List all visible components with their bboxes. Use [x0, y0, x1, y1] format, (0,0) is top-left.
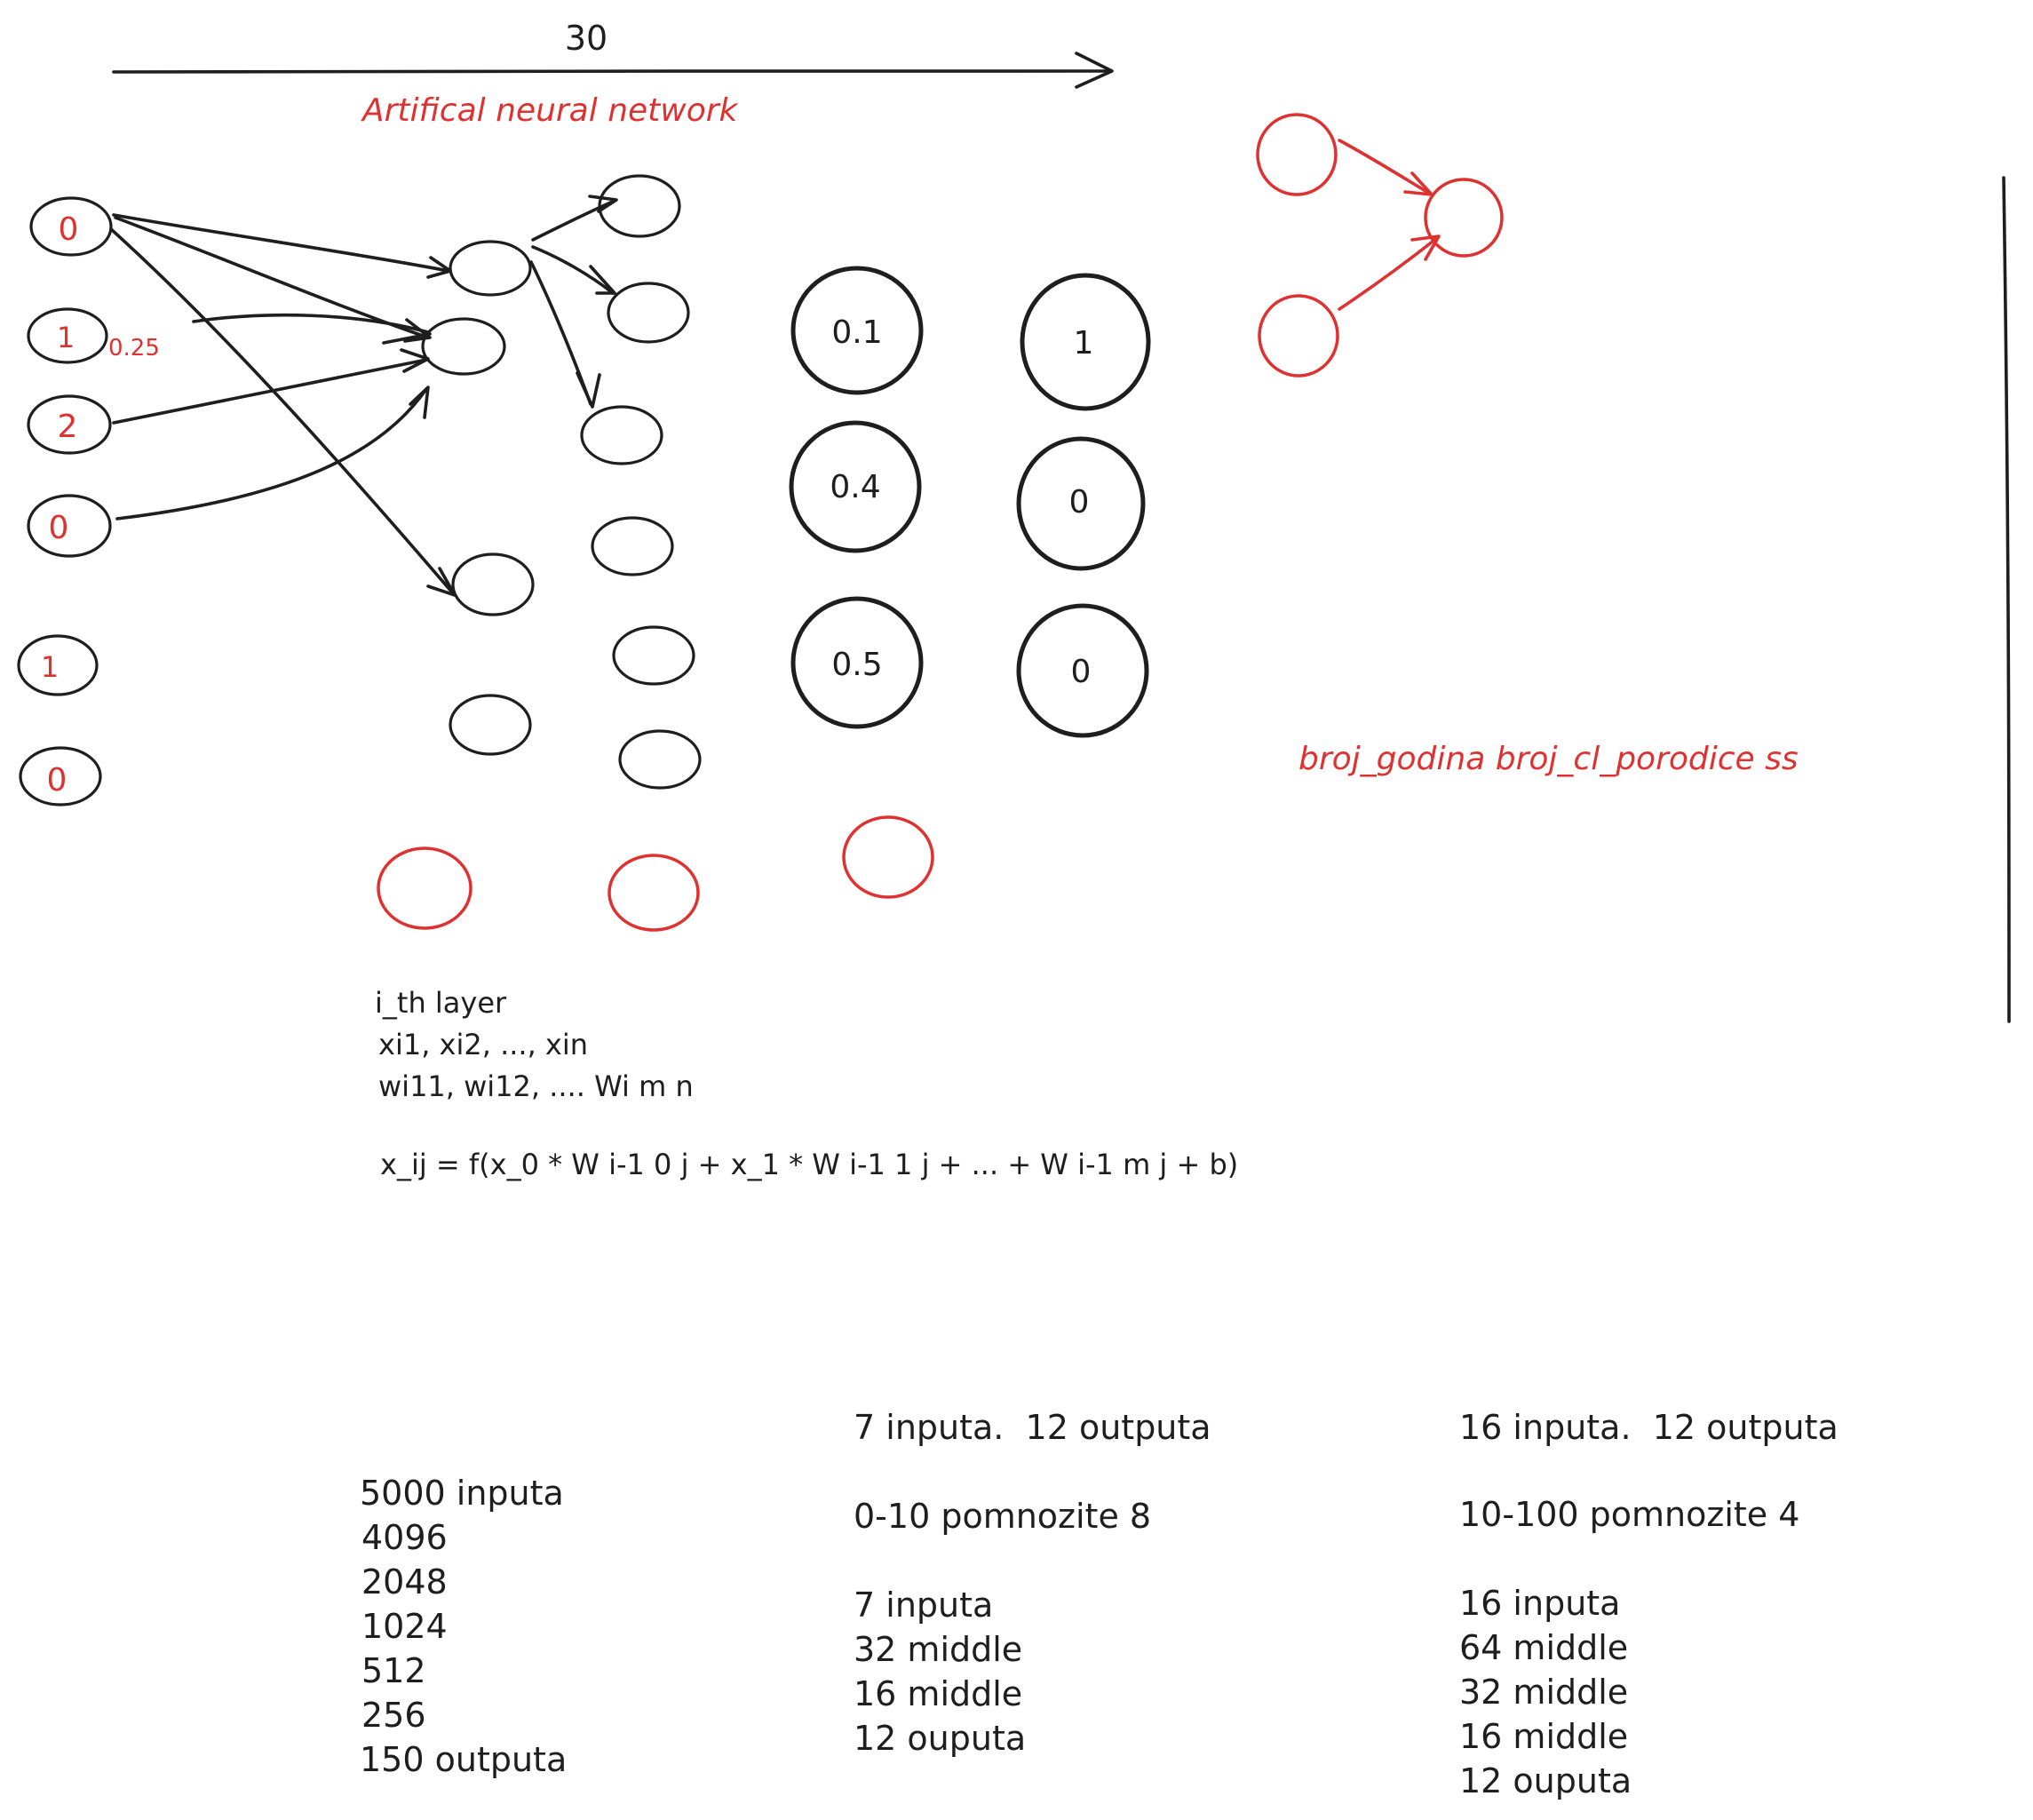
- svg-text:0: 0: [1069, 484, 1090, 521]
- config-c-layer: 16 middle: [1459, 1717, 1628, 1756]
- one-hot-layer: 1 0 0: [1016, 273, 1151, 738]
- red-bias-nodes: [377, 815, 934, 932]
- config-a-line: 256: [361, 1696, 426, 1735]
- config-c-layer: 16 inputa: [1459, 1584, 1620, 1623]
- svg-text:0: 0: [1071, 654, 1092, 690]
- hidden-layer-2: [580, 174, 702, 790]
- svg-text:0: 0: [47, 762, 68, 799]
- red-node: [1424, 178, 1504, 258]
- config-c: 16 inputa. 12 outputa 10-100 pomnozite 4…: [1459, 1408, 1838, 1800]
- features-label: broj_godina broj_cl_porodice ss: [1298, 741, 1799, 777]
- probability-layer: 0.1 0.4 0.5: [789, 266, 924, 729]
- config-b-layer: 7 inputa: [854, 1586, 993, 1625]
- probability-node: 0.1: [790, 266, 924, 395]
- input-layer: 0 1 2 0 1 0: [17, 196, 113, 807]
- config-c-layer: 64 middle: [1459, 1628, 1628, 1667]
- config-c-layer: 12 ouputa: [1459, 1761, 1632, 1800]
- config-b-multiply: 0-10 pomnozite 8: [854, 1497, 1151, 1536]
- arrow-label: 30: [565, 19, 608, 58]
- config-a-line: 512: [361, 1651, 426, 1690]
- input-node: 1: [27, 307, 108, 364]
- one-hot-node: 0: [1016, 603, 1149, 738]
- config-b: 7 inputa. 12 outputa 0-10 pomnozite 8 7 …: [854, 1408, 1211, 1758]
- input-node: 1: [17, 634, 99, 696]
- svg-text:0.5: 0.5: [831, 647, 882, 683]
- red-edges: [1338, 139, 1441, 311]
- svg-text:0: 0: [59, 211, 79, 248]
- red-mini-network: [1256, 113, 1504, 378]
- red-node: [1256, 113, 1338, 196]
- config-a-line: 150 outputa: [360, 1740, 567, 1779]
- config-a-line: 2048: [361, 1562, 448, 1601]
- svg-text:0.4: 0.4: [830, 469, 880, 505]
- svg-text:1: 1: [41, 650, 59, 684]
- input-node: 0: [19, 746, 102, 807]
- hidden-node: [612, 625, 695, 686]
- red-node: [377, 846, 473, 930]
- config-b-header: 7 inputa. 12 outputa: [854, 1408, 1211, 1447]
- config-a-line: 1024: [361, 1607, 448, 1646]
- config-c-header: 16 inputa. 12 outputa: [1459, 1408, 1838, 1447]
- input-node: 2: [27, 394, 112, 455]
- hidden-node: [618, 729, 702, 790]
- svg-text:0.1: 0.1: [831, 314, 882, 351]
- hidden-layer-1: [421, 240, 535, 756]
- config-a-line: 4096: [361, 1518, 448, 1557]
- formula-equation: x_ij = f(x_0 * W i-1 0 j + x_1 * W i-1 1…: [380, 1148, 1238, 1181]
- config-b-layer: 32 middle: [854, 1630, 1022, 1669]
- formula-line: i_th layer: [375, 986, 507, 1020]
- config-b-layer: 16 middle: [854, 1674, 1022, 1713]
- config-a: 5000 inputa 4096 2048 1024 512 256 150 o…: [360, 1474, 567, 1779]
- red-node: [842, 815, 934, 899]
- hidden-node: [591, 516, 674, 576]
- formula-line: xi1, xi2, ..., xin: [378, 1028, 588, 1061]
- input-node: 0: [27, 494, 112, 558]
- red-node: [608, 854, 700, 932]
- config-c-layer: 32 middle: [1459, 1673, 1628, 1712]
- svg-text:1: 1: [57, 321, 75, 354]
- svg-text:1: 1: [1074, 325, 1094, 362]
- hidden-node: [607, 282, 690, 344]
- hidden-node: [580, 405, 663, 465]
- hidden-node: [421, 317, 506, 376]
- probability-node: 0.5: [790, 596, 924, 729]
- config-c-multiply: 10-100 pomnozite 4: [1459, 1495, 1799, 1534]
- hidden-node: [449, 694, 532, 756]
- formula-line: wi11, wi12, .... Wi m n: [378, 1069, 694, 1103]
- svg-text:0: 0: [49, 510, 69, 546]
- one-hot-node: 0: [1016, 436, 1146, 571]
- hidden-node: [598, 174, 681, 238]
- one-hot-node: 1: [1020, 273, 1151, 411]
- formula-block: i_th layer xi1, xi2, ..., xin wi11, wi12…: [375, 986, 1238, 1181]
- edge-weight-label: 0.25: [108, 335, 160, 362]
- config-b-layer: 12 ouputa: [854, 1719, 1026, 1758]
- config-a-line: 5000 inputa: [360, 1474, 564, 1513]
- network-edges: [109, 195, 618, 597]
- input-node: 0: [29, 196, 113, 257]
- vertical-divider: [2002, 176, 2011, 1023]
- top-arrow: [112, 52, 1114, 89]
- hidden-node: [451, 552, 535, 616]
- red-node: [1258, 294, 1339, 378]
- svg-text:2: 2: [58, 409, 78, 445]
- hidden-node: [449, 240, 532, 297]
- diagram-title: Artifical neural network: [361, 92, 740, 129]
- probability-node: 0.4: [789, 420, 922, 553]
